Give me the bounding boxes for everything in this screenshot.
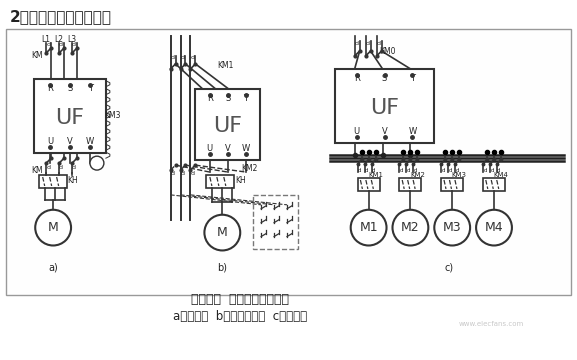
Text: UF: UF bbox=[55, 108, 85, 128]
Text: a）一控一  b）切换主电路  c）一控多: a）一控一 b）切换主电路 c）一控多 bbox=[173, 310, 308, 323]
Bar bbox=[196, 89, 260, 160]
Circle shape bbox=[434, 210, 470, 246]
Text: d: d bbox=[181, 171, 185, 176]
Text: d: d bbox=[400, 167, 403, 172]
Text: M: M bbox=[48, 221, 58, 234]
Text: d: d bbox=[365, 167, 368, 172]
Text: M3: M3 bbox=[443, 221, 462, 234]
Circle shape bbox=[90, 156, 104, 170]
Text: M1: M1 bbox=[359, 221, 378, 234]
Text: d: d bbox=[59, 41, 63, 46]
Bar bbox=[399, 178, 421, 191]
Text: 图４－２  变频器输出主电路: 图４－２ 变频器输出主电路 bbox=[191, 293, 289, 306]
Text: R: R bbox=[47, 84, 53, 93]
Text: M2: M2 bbox=[401, 221, 419, 234]
Text: www.elecfans.com: www.elecfans.com bbox=[459, 321, 524, 327]
Text: KM3: KM3 bbox=[104, 111, 121, 120]
Text: c): c) bbox=[445, 262, 454, 272]
Text: d: d bbox=[181, 55, 185, 60]
Text: W: W bbox=[409, 127, 417, 136]
Bar bbox=[34, 79, 106, 153]
Circle shape bbox=[204, 215, 240, 251]
Text: UF: UF bbox=[370, 98, 399, 118]
Text: U: U bbox=[354, 127, 359, 136]
Text: KM0: KM0 bbox=[379, 46, 396, 55]
Text: U: U bbox=[47, 137, 53, 146]
Text: S: S bbox=[68, 84, 73, 93]
Text: S: S bbox=[382, 74, 387, 83]
Text: UF: UF bbox=[213, 116, 242, 136]
Text: d: d bbox=[190, 171, 194, 176]
Circle shape bbox=[351, 210, 387, 246]
Text: KM1: KM1 bbox=[217, 62, 234, 71]
Text: d: d bbox=[455, 167, 459, 172]
Text: KH: KH bbox=[235, 176, 246, 185]
Text: R: R bbox=[354, 74, 359, 83]
Bar bbox=[483, 178, 505, 191]
Text: a): a) bbox=[48, 262, 58, 272]
Text: d: d bbox=[414, 167, 417, 172]
Text: M4: M4 bbox=[485, 221, 503, 234]
Text: d: d bbox=[372, 167, 375, 172]
Text: d: d bbox=[490, 167, 494, 172]
Text: b): b) bbox=[218, 262, 227, 272]
Text: d: d bbox=[358, 167, 361, 172]
Text: L1: L1 bbox=[42, 35, 51, 44]
Text: W: W bbox=[86, 137, 94, 146]
Text: M: M bbox=[217, 226, 228, 239]
Bar bbox=[39, 175, 67, 188]
Text: d: d bbox=[46, 165, 50, 170]
Text: L2: L2 bbox=[55, 35, 63, 44]
Text: d: d bbox=[366, 41, 370, 46]
Text: d: d bbox=[484, 167, 487, 172]
Text: V: V bbox=[67, 137, 73, 146]
Text: T: T bbox=[243, 94, 249, 103]
Text: KM2: KM2 bbox=[241, 163, 257, 172]
Text: d: d bbox=[72, 165, 76, 170]
Bar bbox=[441, 178, 463, 191]
Text: T: T bbox=[88, 84, 93, 93]
Text: KM4: KM4 bbox=[493, 172, 508, 178]
Text: T: T bbox=[410, 74, 415, 83]
Circle shape bbox=[35, 210, 71, 246]
Bar bbox=[358, 178, 380, 191]
Text: KM: KM bbox=[31, 51, 43, 60]
Text: d: d bbox=[171, 171, 175, 176]
Bar bbox=[253, 195, 298, 249]
Bar bbox=[6, 29, 571, 295]
Text: d: d bbox=[441, 167, 445, 172]
Text: d: d bbox=[407, 167, 410, 172]
Text: U: U bbox=[207, 144, 213, 153]
Text: d: d bbox=[497, 167, 501, 172]
Text: L3: L3 bbox=[68, 35, 77, 44]
Text: KM2: KM2 bbox=[410, 172, 425, 178]
Circle shape bbox=[476, 210, 512, 246]
Text: KM: KM bbox=[31, 166, 43, 175]
Text: W: W bbox=[242, 144, 250, 153]
Text: d: d bbox=[377, 41, 381, 46]
Text: d: d bbox=[46, 41, 50, 46]
Text: KM3: KM3 bbox=[452, 172, 467, 178]
Bar bbox=[335, 69, 434, 143]
Text: d: d bbox=[448, 167, 452, 172]
Text: V: V bbox=[225, 144, 231, 153]
Text: d: d bbox=[355, 41, 359, 46]
Text: 2．变频器的输出主电路: 2．变频器的输出主电路 bbox=[9, 9, 111, 24]
Text: V: V bbox=[381, 127, 387, 136]
Text: S: S bbox=[225, 94, 230, 103]
Text: KH: KH bbox=[68, 176, 78, 185]
Text: d: d bbox=[72, 41, 76, 46]
Bar bbox=[207, 175, 234, 188]
Text: d: d bbox=[59, 165, 63, 170]
Text: d: d bbox=[190, 55, 194, 60]
Circle shape bbox=[392, 210, 428, 246]
Text: d: d bbox=[171, 55, 175, 60]
Text: KM1: KM1 bbox=[368, 172, 383, 178]
Text: R: R bbox=[207, 94, 212, 103]
